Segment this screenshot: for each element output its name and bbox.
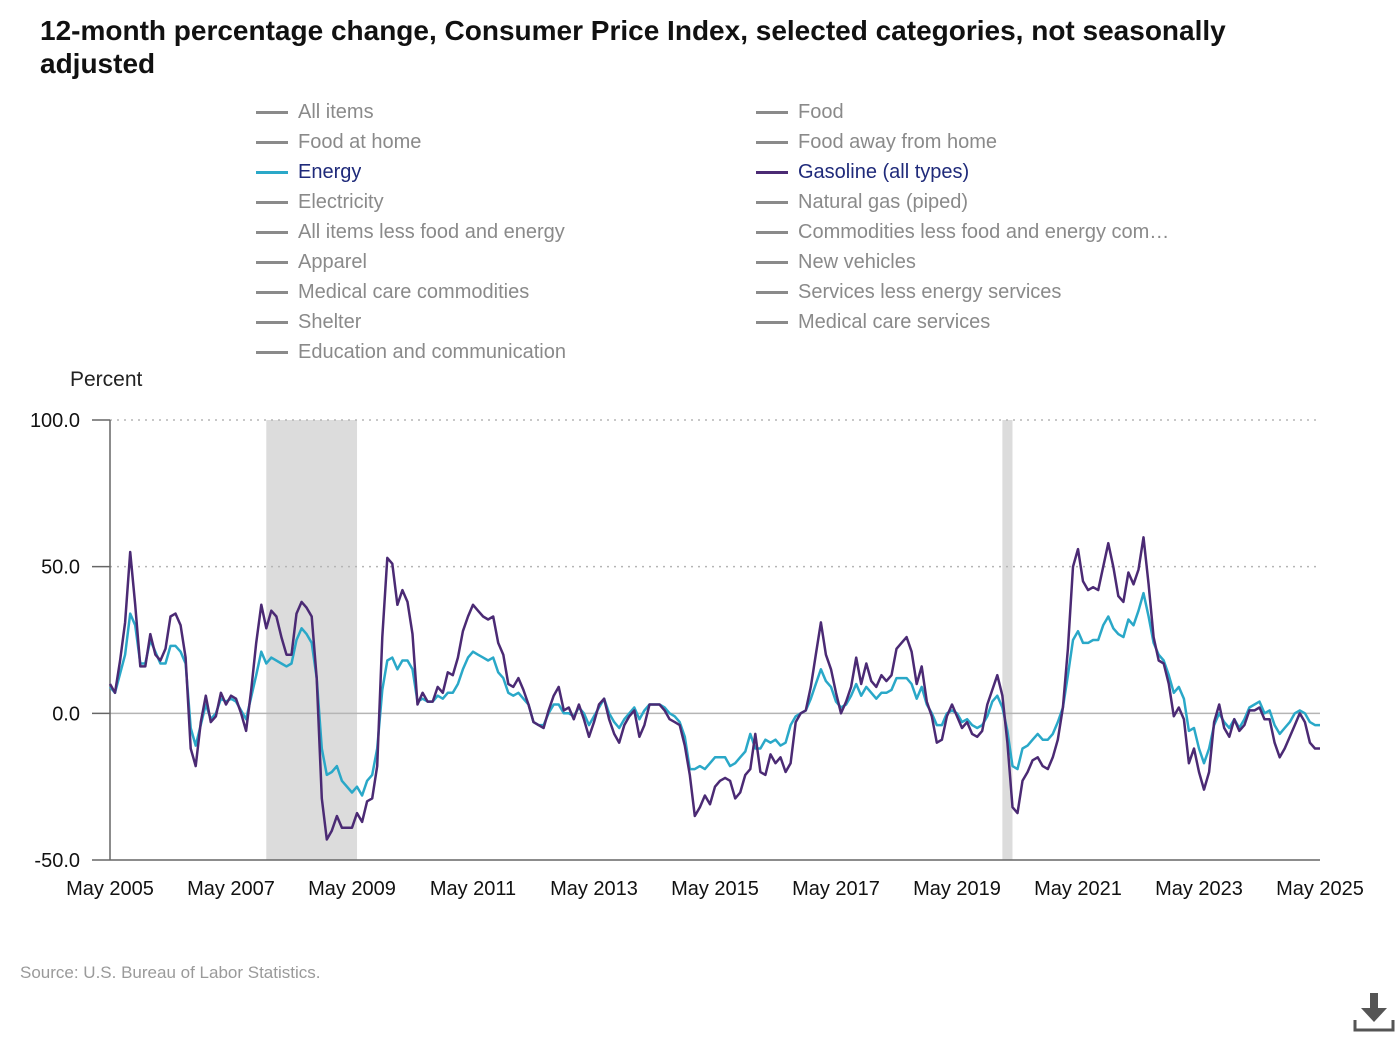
recession-band bbox=[1002, 420, 1013, 860]
legend-swatch bbox=[256, 140, 288, 144]
legend-item[interactable]: Gasoline (all types) bbox=[756, 157, 1256, 187]
legend-item[interactable]: Energy bbox=[256, 157, 756, 187]
y-tick-label: 50.0 bbox=[41, 557, 80, 579]
x-tick-label: May 2013 bbox=[550, 878, 638, 900]
legend-swatch bbox=[756, 320, 788, 324]
x-tick-label: May 2021 bbox=[1034, 878, 1122, 900]
legend-label: Apparel bbox=[298, 250, 367, 273]
legend-label: All items less food and energy bbox=[298, 220, 565, 243]
legend-label: Electricity bbox=[298, 190, 384, 213]
legend-item[interactable]: Education and communication bbox=[256, 337, 756, 367]
legend-swatch bbox=[256, 320, 288, 324]
legend-swatch bbox=[256, 230, 288, 234]
legend-item[interactable]: Services less energy services bbox=[756, 277, 1256, 307]
legend-label: Commodities less food and energy com… bbox=[798, 220, 1170, 243]
y-tick-label: 100.0 bbox=[30, 410, 80, 432]
legend-label: Medical care commodities bbox=[298, 280, 530, 303]
legend-item[interactable]: Electricity bbox=[256, 187, 756, 217]
legend-item[interactable]: Shelter bbox=[256, 307, 756, 337]
download-icon[interactable] bbox=[1352, 990, 1396, 1034]
legend-swatch bbox=[756, 170, 788, 174]
legend-swatch bbox=[256, 110, 288, 114]
legend-item[interactable]: Commodities less food and energy com… bbox=[756, 217, 1256, 247]
legend-label: Services less energy services bbox=[798, 280, 1062, 303]
legend-item[interactable]: Food at home bbox=[256, 127, 756, 157]
legend-label: Food away from home bbox=[798, 130, 997, 153]
series-line-energy bbox=[109, 591, 1320, 797]
legend-item[interactable]: All items bbox=[256, 97, 756, 127]
x-tick-label: May 2005 bbox=[66, 878, 154, 900]
legend-item[interactable]: Apparel bbox=[256, 247, 756, 277]
recession-band bbox=[266, 420, 358, 860]
legend-label: Energy bbox=[298, 160, 362, 183]
line-chart: -50.0 0.0 50.0 100.0 May 2005 May 2007 May 200… bbox=[30, 410, 1364, 900]
legend-swatch bbox=[256, 200, 288, 204]
legend-item[interactable]: Food away from home bbox=[756, 127, 1256, 157]
legend-swatch bbox=[256, 350, 288, 354]
legend-label: Natural gas (piped) bbox=[798, 190, 969, 213]
tick-labels: -50.0 0.0 50.0 100.0 May 2005 May 2007 May 200… bbox=[30, 410, 1364, 900]
x-tick-label: May 2019 bbox=[913, 878, 1001, 900]
legend: All items Food Food at home Food away from … bbox=[256, 97, 1256, 367]
x-tick-label: May 2025 bbox=[1276, 878, 1364, 900]
legend-label: Food at home bbox=[298, 130, 422, 153]
legend-swatch bbox=[256, 260, 288, 264]
source-note: Source: U.S. Bureau of Labor Statistics. bbox=[20, 963, 321, 982]
chart-title: 12-month percentage change, Consumer Pri… bbox=[40, 15, 1226, 79]
series-lines bbox=[108, 536, 1320, 841]
x-tick-label: May 2017 bbox=[792, 878, 880, 900]
x-tick-label: May 2015 bbox=[671, 878, 759, 900]
grid-lines bbox=[110, 419, 1320, 715]
x-tick-label: May 2007 bbox=[187, 878, 275, 900]
y-tick-label: 0.0 bbox=[52, 703, 80, 725]
legend-label: Shelter bbox=[298, 310, 362, 333]
legend-swatch bbox=[256, 170, 288, 174]
legend-item[interactable]: All items less food and energy bbox=[256, 217, 756, 247]
y-axis-label: Percent bbox=[70, 368, 143, 391]
x-tick-label: May 2023 bbox=[1155, 878, 1243, 900]
legend-label: Food bbox=[798, 100, 844, 123]
legend-item[interactable]: Food bbox=[756, 97, 1256, 127]
legend-swatch bbox=[756, 260, 788, 264]
legend-item[interactable]: Medical care commodities bbox=[256, 277, 756, 307]
legend-item[interactable]: Natural gas (piped) bbox=[756, 187, 1256, 217]
legend-item[interactable]: New vehicles bbox=[756, 247, 1256, 277]
series-line-gasoline bbox=[108, 536, 1320, 841]
recession-shading bbox=[266, 420, 1013, 860]
legend-swatch bbox=[756, 140, 788, 144]
legend-swatch bbox=[756, 290, 788, 294]
legend-label: Education and communication bbox=[298, 340, 566, 363]
legend-label: New vehicles bbox=[798, 250, 916, 273]
legend-label: All items bbox=[298, 100, 374, 123]
x-tick-label: May 2011 bbox=[430, 878, 516, 900]
legend-swatch bbox=[756, 200, 788, 204]
y-tick-label: -50.0 bbox=[34, 850, 80, 872]
legend-swatch bbox=[756, 110, 788, 114]
legend-label: Gasoline (all types) bbox=[798, 160, 970, 183]
x-tick-label: May 2009 bbox=[308, 878, 396, 900]
axes bbox=[92, 419, 1320, 861]
legend-swatch bbox=[256, 290, 288, 294]
legend-item[interactable]: Medical care services bbox=[756, 307, 1256, 337]
legend-swatch bbox=[756, 230, 788, 234]
legend-label: Medical care services bbox=[798, 310, 991, 333]
